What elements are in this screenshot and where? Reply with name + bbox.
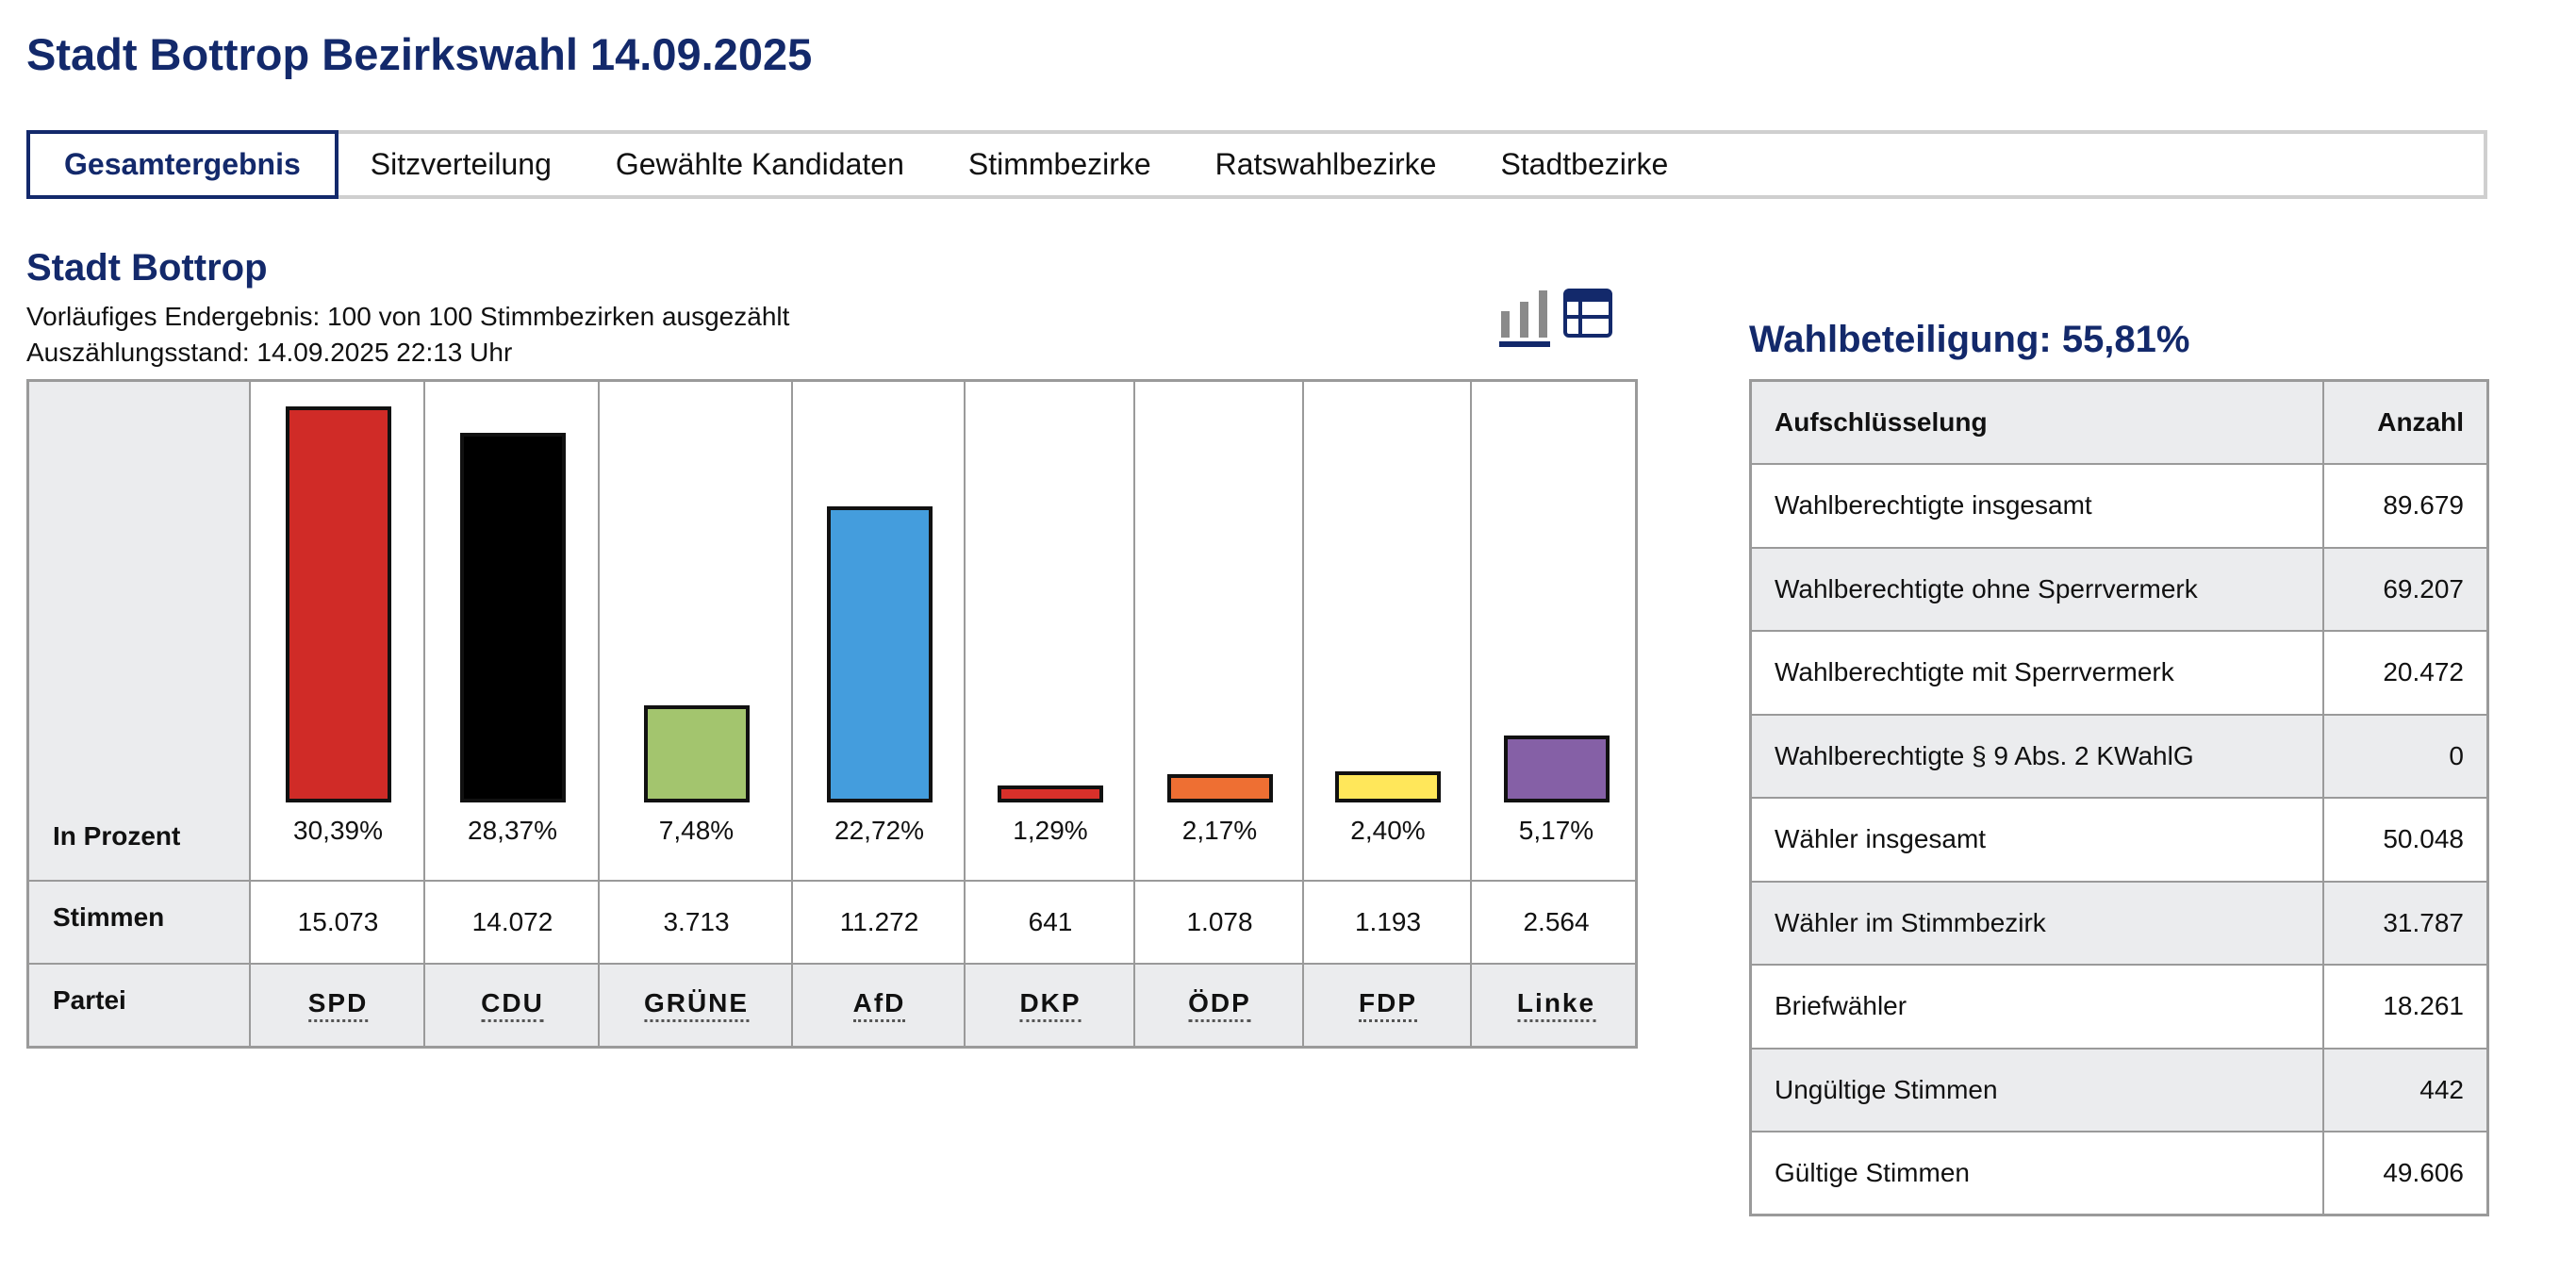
- votes-value: 1.078: [1186, 907, 1253, 936]
- results-chart-table: In Prozent Stimmen Partei 30,39% 15.073 SP…: [26, 379, 1638, 1049]
- percent-label: 2,17%: [1181, 816, 1258, 845]
- turnout-row: Briefwähler 18.261: [1750, 965, 2488, 1050]
- votes-value: 14.072: [471, 907, 553, 936]
- turnout-row-value: 69.207: [2321, 547, 2488, 632]
- party-column: 5,17% 2.564 Linke: [1472, 382, 1641, 1046]
- bar-chart-icon[interactable]: [1499, 285, 1550, 347]
- count-timestamp: Auszählungsstand: 14.09.2025 22:13 Uhr: [26, 338, 513, 367]
- turnout-row: Wahlberechtigte mit Sperrvermerk 20.472: [1750, 631, 2488, 716]
- turnout-row-label: Wähler im Stimmbezirk: [1750, 881, 2323, 966]
- votes-value: 1.193: [1354, 907, 1422, 936]
- turnout-row: Ungültige Stimmen 442: [1750, 1048, 2488, 1132]
- party-column: 1,29% 641 DKP: [966, 382, 1135, 1046]
- percent-label: 5,17%: [1518, 816, 1594, 845]
- percent-label: 30,39%: [293, 816, 383, 845]
- percent-label: 28,37%: [468, 816, 557, 845]
- party-link-linke[interactable]: Linke: [1516, 988, 1596, 1022]
- party-link-dkp[interactable]: DKP: [1019, 988, 1082, 1022]
- turnout-row: Wähler insgesamt 50.048: [1750, 798, 2488, 883]
- tab-ratswahlbezirke[interactable]: Ratswahlbezirke: [1214, 147, 1437, 181]
- row-divider: [29, 880, 1635, 882]
- turnout-row: Wahlberechtigte insgesamt 89.679: [1750, 464, 2488, 549]
- votes-value: 15.073: [297, 907, 379, 936]
- turnout-row-value: 20.472: [2321, 631, 2488, 716]
- party-column: 22,72% 11.272 AfD: [793, 382, 966, 1046]
- turnout-row: Wähler im Stimmbezirk 31.787: [1750, 881, 2488, 966]
- turnout-row-label: Wahlberechtigte mit Sperrvermerk: [1750, 631, 2323, 716]
- turnout-row: Wahlberechtigte § 9 Abs. 2 KWahlG 0: [1750, 714, 2488, 799]
- votes-value: 2.564: [1523, 907, 1590, 936]
- result-tabs: Gesamtergebnis Sitzverteilung Gewählte K…: [26, 130, 2487, 199]
- row-divider: [29, 963, 1635, 965]
- percent-label: 2,40%: [1350, 816, 1426, 845]
- view-switcher: [1499, 285, 1631, 351]
- turnout-row-value: 49.606: [2321, 1132, 2488, 1216]
- turnout-table: Aufschlüsselung Anzahl Wahlberechtigte i…: [1749, 379, 2489, 1216]
- turnout-row-label: Gültige Stimmen: [1750, 1132, 2323, 1216]
- bar-ödp: [1166, 774, 1273, 802]
- party-link-ödp[interactable]: ÖDP: [1188, 988, 1251, 1022]
- count-status: Vorläufiges Endergebnis: 100 von 100 Sti…: [26, 302, 790, 331]
- header-breakdown: Aufschlüsselung: [1750, 380, 2323, 465]
- party-column: 30,39% 15.073 SPD: [251, 382, 425, 1046]
- bar-linke: [1503, 735, 1610, 802]
- bar-grüne: [643, 704, 750, 802]
- table-icon[interactable]: [1563, 289, 1612, 338]
- party-column: 2,17% 1.078 ÖDP: [1135, 382, 1304, 1046]
- percent-label: 1,29%: [1013, 816, 1088, 845]
- section-title: Stadt Bottrop: [26, 247, 268, 289]
- header-count: Anzahl: [2321, 380, 2488, 465]
- party-link-afd[interactable]: AfD: [852, 988, 906, 1022]
- turnout-row-value: 50.048: [2321, 798, 2488, 883]
- party-link-spd[interactable]: SPD: [307, 988, 369, 1022]
- votes-value: 641: [1028, 907, 1073, 936]
- turnout-row-value: 31.787: [2321, 881, 2488, 966]
- bar-fdp: [1335, 770, 1441, 802]
- turnout-header-row: Aufschlüsselung Anzahl: [1750, 380, 2488, 465]
- turnout-row: Gültige Stimmen 49.606: [1750, 1132, 2488, 1216]
- tab-stimmbezirke[interactable]: Stimmbezirke: [967, 147, 1151, 181]
- party-column: 28,37% 14.072 CDU: [425, 382, 600, 1046]
- turnout-row-value: 89.679: [2321, 464, 2488, 549]
- row-label-column: In Prozent Stimmen Partei: [29, 382, 251, 1046]
- party-link-fdp[interactable]: FDP: [1359, 988, 1417, 1022]
- turnout-row-value: 18.261: [2321, 965, 2488, 1050]
- party-column: 7,48% 3.713 GRÜNE: [600, 382, 793, 1046]
- row-label-votes: Stimmen: [53, 902, 165, 932]
- page-title: Stadt Bottrop Bezirkswahl 14.09.2025: [26, 29, 813, 79]
- tab-sitzverteilung[interactable]: Sitzverteilung: [370, 147, 552, 181]
- party-column: 2,40% 1.193 FDP: [1304, 382, 1472, 1046]
- turnout-row-label: Ungültige Stimmen: [1750, 1048, 2323, 1132]
- bar-afd: [826, 506, 933, 802]
- tab-gewaehlte-kandidaten[interactable]: Gewählte Kandidaten: [615, 147, 904, 181]
- party-row-background: [29, 965, 1635, 1046]
- turnout-row-label: Wahlberechtigte § 9 Abs. 2 KWahlG: [1750, 714, 2323, 799]
- party-link-grüne[interactable]: GRÜNE: [643, 988, 750, 1022]
- party-link-cdu[interactable]: CDU: [481, 988, 544, 1022]
- turnout-row-value: 0: [2321, 714, 2488, 799]
- row-label-percent: In Prozent: [53, 821, 181, 851]
- tab-stadtbezirke[interactable]: Stadtbezirke: [1500, 147, 1669, 181]
- row-label-party: Partei: [53, 985, 126, 1015]
- turnout-row-value: 442: [2321, 1048, 2488, 1132]
- turnout-row-label: Briefwähler: [1750, 965, 2323, 1050]
- bar-spd: [285, 406, 391, 802]
- turnout-row-label: Wahlberechtigte ohne Sperrvermerk: [1750, 547, 2323, 632]
- votes-value: 11.272: [839, 907, 919, 936]
- turnout-row-label: Wahlberechtigte insgesamt: [1750, 464, 2323, 549]
- turnout-row-label: Wähler insgesamt: [1750, 798, 2323, 883]
- tab-gesamtergebnis[interactable]: Gesamtergebnis: [26, 130, 339, 199]
- turnout-row: Wahlberechtigte ohne Sperrvermerk 69.207: [1750, 547, 2488, 632]
- turnout-title: Wahlbeteiligung: 55,81%: [1749, 319, 2190, 360]
- percent-label: 7,48%: [658, 816, 735, 845]
- bar-dkp: [998, 785, 1103, 802]
- percent-label: 22,72%: [834, 816, 924, 845]
- votes-value: 3.713: [663, 907, 730, 936]
- bar-cdu: [459, 432, 566, 802]
